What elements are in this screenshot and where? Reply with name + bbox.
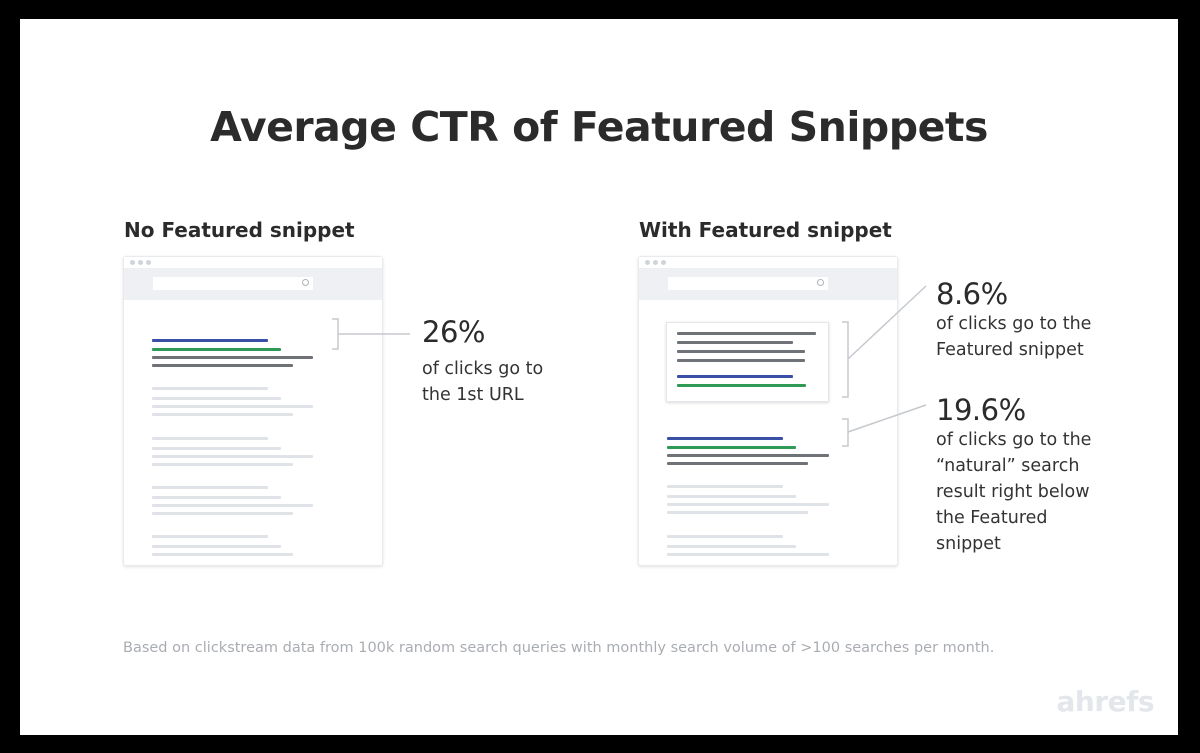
result-url-line: [152, 348, 281, 351]
stat-desc-line: of clicks go to: [422, 359, 544, 379]
placeholder-line: [152, 504, 313, 507]
browser-search-bar: [124, 269, 382, 300]
placeholder-line: [667, 511, 808, 514]
browser-titlebar: [639, 257, 897, 269]
window-dot-icon: [146, 260, 151, 265]
browser-mockup-with-snippet: [638, 256, 898, 566]
snippet-url-line: [677, 384, 806, 387]
search-box: [153, 277, 313, 290]
window-dot-icon: [138, 260, 143, 265]
stat-desc-first-url: of clicks go to the 1st URL: [422, 356, 543, 408]
stat-desc-line: of clicks go to the: [936, 314, 1092, 334]
stat-desc-natural-result: of clicks go to the “natural” search res…: [936, 427, 1091, 557]
search-icon: [817, 279, 824, 286]
stat-value-natural-result: 19.6%: [936, 393, 1026, 427]
window-dot-icon: [653, 260, 658, 265]
infographic-canvas: Average CTR of Featured Snippets No Feat…: [20, 19, 1178, 735]
stat-desc-featured-snippet: of clicks go to the Featured snippet: [936, 311, 1091, 363]
stat-desc-line: snippet: [936, 534, 1001, 554]
placeholder-line: [152, 486, 268, 489]
window-dot-icon: [645, 260, 650, 265]
placeholder-line: [667, 535, 783, 538]
result-text-line: [667, 462, 808, 465]
window-dot-icon: [130, 260, 135, 265]
browser-titlebar: [124, 257, 382, 269]
window-dot-icon: [661, 260, 666, 265]
left-panel-heading: No Featured snippet: [124, 218, 355, 242]
placeholder-line: [152, 512, 293, 515]
snippet-text-line: [677, 332, 816, 335]
search-box: [668, 277, 828, 290]
footnote: Based on clickstream data from 100k rand…: [123, 640, 995, 656]
placeholder-line: [152, 553, 293, 556]
placeholder-line: [152, 545, 281, 548]
snippet-text-line: [677, 359, 805, 362]
connector-lines: [332, 285, 927, 447]
bracket-natural-result: [842, 418, 849, 447]
placeholder-line: [152, 447, 281, 450]
placeholder-line: [152, 437, 268, 440]
placeholder-line: [152, 496, 281, 499]
result-title-line: [667, 437, 783, 440]
placeholder-line: [667, 503, 829, 506]
placeholder-line: [667, 545, 796, 548]
placeholder-line: [152, 397, 281, 400]
placeholder-line: [152, 413, 293, 416]
snippet-title-line: [677, 375, 793, 378]
placeholder-line: [152, 535, 268, 538]
browser-search-bar: [639, 269, 897, 300]
stat-desc-line: result right below: [936, 482, 1090, 502]
connector-natural-result: [847, 404, 927, 433]
page-title: Average CTR of Featured Snippets: [210, 103, 988, 151]
result-text-line: [152, 356, 313, 359]
placeholder-line: [667, 553, 829, 556]
connector-featured-snippet: [847, 285, 927, 360]
bracket-first-url: [332, 318, 339, 350]
stat-value-first-url: 26%: [422, 315, 485, 349]
stat-desc-line: of clicks go to the: [936, 430, 1092, 450]
snippet-text-line: [677, 350, 805, 353]
search-icon: [302, 279, 309, 286]
bracket-featured-snippet: [842, 321, 849, 398]
stat-value-featured-snippet: 8.6%: [936, 277, 1008, 311]
right-panel-heading: With Featured snippet: [639, 218, 892, 242]
result-url-line: [667, 446, 796, 449]
result-title-line: [152, 339, 268, 342]
placeholder-line: [152, 455, 313, 458]
stat-desc-line: the 1st URL: [422, 385, 524, 405]
placeholder-line: [667, 495, 796, 498]
result-text-line: [152, 364, 293, 367]
stat-desc-line: “natural” search: [936, 456, 1080, 476]
stat-desc-line: Featured snippet: [936, 340, 1084, 360]
result-text-line: [667, 454, 829, 457]
placeholder-line: [152, 463, 293, 466]
placeholder-line: [152, 405, 313, 408]
stat-desc-line: the Featured: [936, 508, 1048, 528]
placeholder-line: [667, 485, 783, 488]
browser-mockup-no-snippet: [123, 256, 383, 566]
featured-snippet-card: [666, 322, 829, 402]
ahrefs-logo: ahrefs: [1056, 685, 1155, 718]
snippet-text-line: [677, 341, 793, 344]
placeholder-line: [152, 387, 268, 390]
